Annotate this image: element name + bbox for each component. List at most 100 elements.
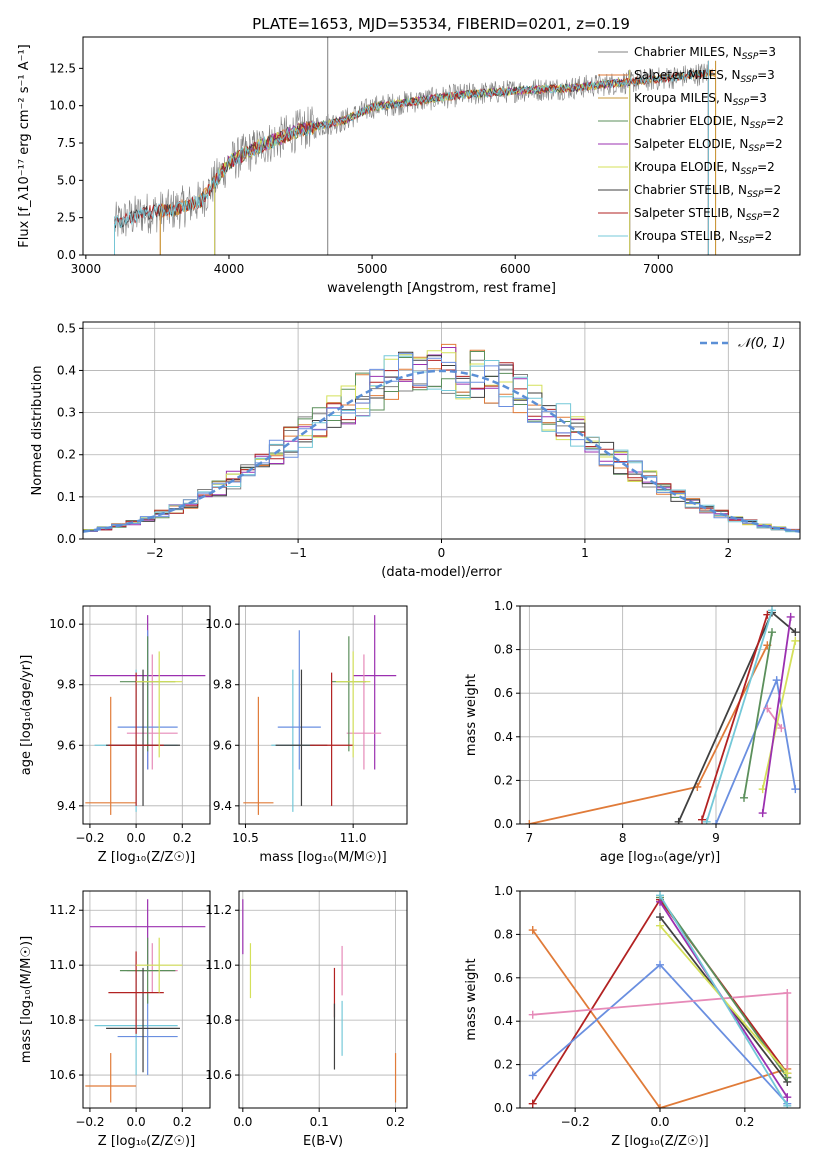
tick-label-x: 5000 xyxy=(357,262,388,276)
legend-label: Kroupa ELODIE, NSSP=2 xyxy=(634,160,775,177)
legend-label: Chabrier MILES, NSSP=3 xyxy=(634,45,776,62)
panel-mass-age: 10.5 11.0 9.4 9.6 9.8 10.0 mass [log₁₀(M/M☉)] xyxy=(205,605,408,865)
panel-spectrum: Chabrier MILES, NSSP=3 Salpeter MILES, NS… xyxy=(17,36,801,296)
weight-marker xyxy=(528,1099,537,1108)
axis-label-x: Z [log₁₀(Z/Z☉)] xyxy=(611,1134,708,1149)
tick-label-x: 6000 xyxy=(500,262,531,276)
legend: 𝒩(0, 1) xyxy=(700,336,785,351)
plot-area xyxy=(83,891,210,1108)
plot-area xyxy=(83,322,800,539)
axes-frame xyxy=(82,36,801,256)
axis-label-y: age [log₁₀(age/yr)] xyxy=(19,655,34,776)
axis-label-x: mass [log₁₀(M/M☉)] xyxy=(259,850,386,865)
histogram-steps xyxy=(83,355,800,533)
tick-label-x: −0.2 xyxy=(75,1115,104,1129)
tick-label-x: −0.2 xyxy=(75,831,104,845)
tick-label-y: 10.6 xyxy=(49,1068,76,1082)
tick-label-y: 9.8 xyxy=(57,678,76,692)
weight-marker xyxy=(791,636,800,645)
panel-ebv-mass: 0.0 0.1 0.2 10.6 10.8 11.0 11.2 E(B-V) xyxy=(205,890,408,1149)
tick-label-x: 8 xyxy=(619,831,627,845)
tick-label-y: 0.0 xyxy=(57,248,76,262)
weight-marker xyxy=(783,988,792,997)
tick-label-y: 0.6 xyxy=(494,971,513,985)
tick-label-y: 0.2 xyxy=(494,773,513,787)
weight-series-line xyxy=(766,707,783,729)
weight-marker xyxy=(674,817,683,824)
weight-marker xyxy=(791,785,800,794)
weight-marker xyxy=(712,820,720,824)
tick-label-x: 4000 xyxy=(214,262,245,276)
axis-label-x: Z [log₁₀(Z/Z☉)] xyxy=(98,850,195,865)
weight-marker xyxy=(768,606,776,615)
tick-label-y: 0.4 xyxy=(494,730,513,744)
normal-curve-line xyxy=(83,369,800,533)
tick-label-y: 1.0 xyxy=(494,884,513,898)
weight-marker xyxy=(740,793,748,802)
tick-label-y: 12.5 xyxy=(49,61,76,75)
axis-label-x: age [log₁₀(age/yr)] xyxy=(600,850,721,865)
weight-marker xyxy=(656,921,664,930)
weight-marker xyxy=(783,1093,792,1102)
tick-label-y: 0.2 xyxy=(57,448,76,462)
axes-frame xyxy=(519,605,801,825)
axis-label-x: wavelength [Angstrom, rest frame] xyxy=(327,281,556,296)
figure-title: PLATE=1653, MJD=53534, FIBERID=0201, z=0… xyxy=(252,15,630,33)
tick-label-x: 0.2 xyxy=(386,1115,405,1129)
legend-label: Chabrier STELIB, NSSP=2 xyxy=(634,183,781,200)
tick-label-y: 11.0 xyxy=(205,958,232,972)
panel-Z-weight: −0.2 0.0 0.2 0.0 0.2 0.4 0.6 0.8 1.0 Z [log₁₀(Z/Z… xyxy=(464,884,801,1149)
tick-label-x: 2 xyxy=(724,546,732,560)
weight-marker xyxy=(758,809,767,818)
histogram-steps xyxy=(83,359,800,532)
tick-label-y: 0.8 xyxy=(494,643,513,657)
spectrum-series-line xyxy=(159,69,716,216)
legend-label: 𝒩(0, 1) xyxy=(738,336,785,351)
tick-label-y: 0.2 xyxy=(494,1058,513,1072)
weight-marker xyxy=(783,1101,792,1108)
weight-marker xyxy=(777,724,786,733)
tick-label-y: 9.4 xyxy=(213,799,232,813)
weight-marker xyxy=(763,704,772,713)
tick-label-y: 10.6 xyxy=(205,1068,232,1082)
weight-marker xyxy=(702,817,711,824)
tick-label-x: 0.2 xyxy=(173,831,192,845)
tick-label-y: 10.8 xyxy=(49,1013,76,1027)
tick-label-y: 11.2 xyxy=(49,903,76,917)
tick-label-x: 0.0 xyxy=(127,831,146,845)
tick-label-x: 0.1 xyxy=(310,1115,329,1129)
panel-Z-mass: −0.2 0.0 0.2 10.6 10.8 11.0 11.2 Z [log₁₀(Z/Z☉)… xyxy=(19,890,211,1149)
legend-label: Kroupa STELIB, NSSP=2 xyxy=(634,229,772,246)
tick-label-y: 0.0 xyxy=(57,532,76,546)
spectrum-series-line xyxy=(114,69,708,228)
tick-label-y: 9.6 xyxy=(213,738,232,752)
tick-label-y: 5.0 xyxy=(57,173,76,187)
tick-label-y: 10.0 xyxy=(49,617,76,631)
legend-label: Kroupa MILES, NSSP=3 xyxy=(634,91,767,108)
tick-label-y: 9.8 xyxy=(213,678,232,692)
tick-label-x: 0.0 xyxy=(127,1115,146,1129)
weight-series-line xyxy=(701,614,769,820)
tick-label-y: 0.4 xyxy=(57,363,76,377)
weight-marker xyxy=(783,1069,792,1078)
weight-marker xyxy=(525,820,534,824)
tick-label-y: 0.3 xyxy=(57,406,76,420)
tick-label-x: 7 xyxy=(526,831,534,845)
weight-marker xyxy=(791,628,800,637)
weight-marker xyxy=(528,1071,537,1080)
axes-frame xyxy=(238,890,408,1109)
weight-marker xyxy=(656,1104,664,1108)
tick-label-y: 0.0 xyxy=(494,817,513,831)
legend: Chabrier MILES, NSSP=3 Salpeter MILES, NS… xyxy=(598,45,784,246)
axes-frame xyxy=(82,890,211,1109)
axis-label-y: mass weight xyxy=(464,958,479,1040)
tick-label-y: 0.6 xyxy=(494,686,513,700)
weight-series-line xyxy=(531,929,788,1108)
axis-label-x: (data-model)/error xyxy=(381,565,502,580)
weight-marker xyxy=(656,960,664,969)
tick-label-y: 1.0 xyxy=(494,599,513,613)
weight-series-line xyxy=(761,616,792,814)
tick-label-x: 7000 xyxy=(643,262,674,276)
tick-label-x: 11.0 xyxy=(340,831,367,845)
spectrum-series-line xyxy=(114,69,708,228)
